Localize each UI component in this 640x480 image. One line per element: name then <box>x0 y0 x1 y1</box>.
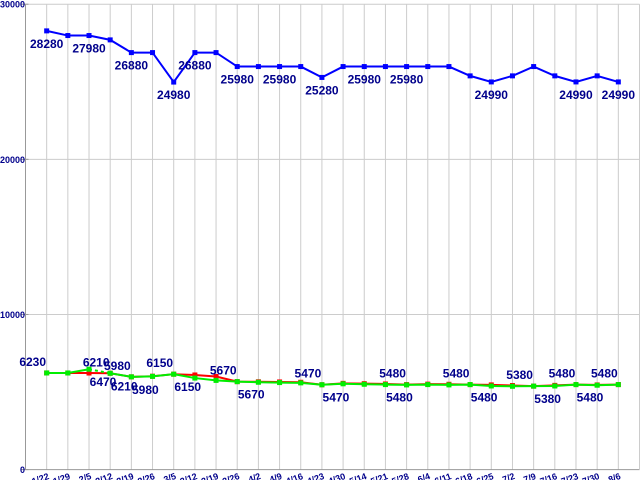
svg-text:26880: 26880 <box>115 59 149 73</box>
svg-text:10000: 10000 <box>0 310 25 320</box>
svg-text:5670: 5670 <box>210 364 237 378</box>
svg-text:20000: 20000 <box>0 155 25 165</box>
svg-text:24980: 24980 <box>157 88 191 102</box>
svg-text:5980: 5980 <box>104 359 131 373</box>
svg-text:5670: 5670 <box>238 388 265 402</box>
svg-text:24990: 24990 <box>559 88 593 102</box>
svg-text:5480: 5480 <box>471 391 498 405</box>
svg-text:25980: 25980 <box>263 73 297 87</box>
svg-text:5480: 5480 <box>577 391 604 405</box>
svg-text:6230: 6230 <box>19 355 46 369</box>
svg-text:27980: 27980 <box>72 42 106 56</box>
svg-text:24990: 24990 <box>602 88 636 102</box>
svg-text:5470: 5470 <box>323 391 350 405</box>
svg-text:5380: 5380 <box>506 368 533 382</box>
svg-text:30000: 30000 <box>0 0 25 10</box>
svg-text:25980: 25980 <box>348 73 382 87</box>
svg-text:5980: 5980 <box>132 383 159 397</box>
svg-text:5380: 5380 <box>534 392 561 406</box>
svg-text:5480: 5480 <box>549 367 576 381</box>
svg-text:5480: 5480 <box>379 367 406 381</box>
svg-text:25280: 25280 <box>305 83 339 97</box>
svg-text:6150: 6150 <box>174 380 201 394</box>
svg-text:0: 0 <box>20 465 25 475</box>
svg-text:5470: 5470 <box>295 367 322 381</box>
svg-text:25980: 25980 <box>221 73 255 87</box>
svg-text:6150: 6150 <box>146 356 173 370</box>
svg-text:28280: 28280 <box>30 37 64 51</box>
svg-text:5480: 5480 <box>443 367 470 381</box>
svg-text:26880: 26880 <box>178 59 212 73</box>
svg-text:24990: 24990 <box>475 88 509 102</box>
svg-text:5480: 5480 <box>386 391 413 405</box>
svg-text:25980: 25980 <box>390 73 424 87</box>
svg-text:5480: 5480 <box>591 367 618 381</box>
